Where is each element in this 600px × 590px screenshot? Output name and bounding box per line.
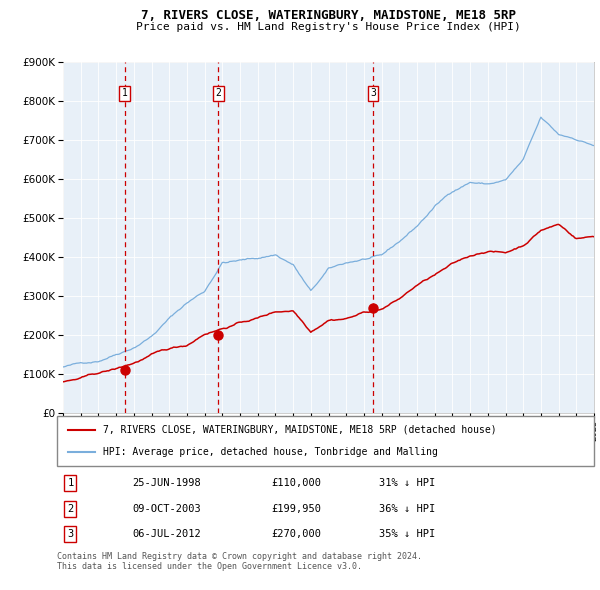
Text: 3: 3 [67, 529, 74, 539]
Text: 2: 2 [215, 88, 221, 98]
Text: 7, RIVERS CLOSE, WATERINGBURY, MAIDSTONE, ME18 5RP: 7, RIVERS CLOSE, WATERINGBURY, MAIDSTONE… [141, 9, 516, 22]
Text: 3: 3 [370, 88, 376, 98]
Text: 2: 2 [67, 504, 74, 514]
Text: HPI: Average price, detached house, Tonbridge and Malling: HPI: Average price, detached house, Tonb… [103, 447, 437, 457]
Text: £199,950: £199,950 [272, 504, 322, 514]
Text: 1: 1 [67, 478, 74, 489]
Text: 7, RIVERS CLOSE, WATERINGBURY, MAIDSTONE, ME18 5RP (detached house): 7, RIVERS CLOSE, WATERINGBURY, MAIDSTONE… [103, 425, 496, 435]
Text: 31% ↓ HPI: 31% ↓ HPI [379, 478, 436, 489]
Text: 09-OCT-2003: 09-OCT-2003 [132, 504, 201, 514]
Text: £110,000: £110,000 [272, 478, 322, 489]
Text: Price paid vs. HM Land Registry's House Price Index (HPI): Price paid vs. HM Land Registry's House … [136, 22, 521, 32]
Text: 36% ↓ HPI: 36% ↓ HPI [379, 504, 436, 514]
Text: Contains HM Land Registry data © Crown copyright and database right 2024.
This d: Contains HM Land Registry data © Crown c… [57, 552, 422, 571]
Text: 1: 1 [122, 88, 128, 98]
Text: 06-JUL-2012: 06-JUL-2012 [132, 529, 201, 539]
Text: 25-JUN-1998: 25-JUN-1998 [132, 478, 201, 489]
Text: £270,000: £270,000 [272, 529, 322, 539]
Text: 35% ↓ HPI: 35% ↓ HPI [379, 529, 436, 539]
FancyBboxPatch shape [57, 416, 594, 466]
